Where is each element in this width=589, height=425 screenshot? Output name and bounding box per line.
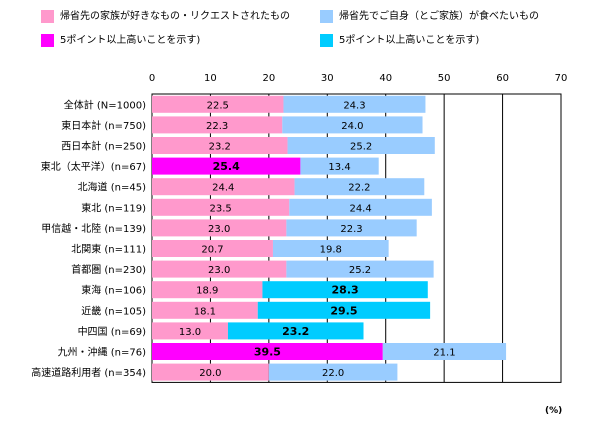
legend-label-magenta-note: 5ポイント以上高いことを示す) — [60, 35, 201, 46]
bar-value-label: 22.0 — [322, 368, 344, 379]
bar-value-label: 19.8 — [320, 245, 342, 256]
bar-value-label: 23.0 — [208, 224, 230, 235]
category-label: 全体計 (N=1000) — [64, 98, 146, 111]
category-label: 北関東 (n=111) — [71, 243, 146, 256]
bar-value-label: 23.2 — [209, 142, 231, 153]
legend-swatch-lightblue — [320, 10, 333, 23]
bar-value-label: 20.7 — [201, 245, 223, 256]
category-label: 首都圏 (n=230) — [71, 263, 146, 276]
bar-value-label: 28.3 — [332, 284, 359, 297]
category-label: 中四国 (n=69) — [78, 325, 147, 338]
bar-value-label: 21.1 — [433, 348, 455, 359]
bar-segment-self — [286, 260, 434, 278]
bar-segment-family — [152, 198, 290, 216]
x-tick-label-50: 50 — [438, 73, 451, 84]
bar-segment-self — [257, 301, 431, 319]
category-label: 近畿 (n=105) — [81, 304, 146, 317]
bar-segment-family — [152, 322, 228, 340]
bar-value-label: 25.2 — [349, 265, 371, 276]
bar-segment-family — [152, 260, 287, 278]
bar-segment-self — [294, 178, 425, 196]
bar-value-label: 22.5 — [207, 100, 229, 111]
bar-value-label: 29.5 — [330, 304, 357, 317]
bar-value-label: 13.4 — [328, 162, 350, 173]
bar-value-label: 18.9 — [196, 286, 218, 297]
bar-value-label: 24.4 — [212, 183, 234, 194]
bar-segment-self — [300, 157, 379, 175]
category-label: 高速道路利用者 (n=354) — [31, 366, 146, 379]
bar-value-label: 20.0 — [199, 368, 221, 379]
x-tick-label-10: 10 — [204, 73, 217, 84]
category-label: 北海道 (n=45) — [78, 181, 147, 194]
bar-segment-self — [282, 116, 423, 134]
category-label: 甲信越・北陸 (n=139) — [41, 222, 146, 235]
bar-value-label: 24.4 — [349, 203, 371, 214]
x-tick-label-0: 0 — [149, 73, 155, 84]
bar-segment-self — [268, 363, 398, 381]
unit-label: (%) — [545, 406, 563, 416]
x-tick-label-60: 60 — [496, 73, 509, 84]
category-label: 東北 (n=119) — [81, 201, 146, 214]
bar-segment-self — [262, 281, 428, 299]
bar-value-label: 22.2 — [348, 183, 370, 194]
category-label: 東日本計 (n=750) — [61, 119, 146, 132]
bar-value-label: 24.0 — [341, 121, 363, 132]
bar-segment-self — [286, 219, 417, 237]
category-label: 西日本計 (n=250) — [61, 140, 146, 153]
x-tick-label-20: 20 — [262, 73, 275, 84]
x-tick-label-40: 40 — [379, 73, 392, 84]
bar-segment-family — [152, 116, 283, 134]
bar-value-label: 13.0 — [179, 327, 201, 338]
bar-value-label: 25.2 — [350, 142, 372, 153]
bar-segment-family — [152, 363, 269, 381]
bar-value-label: 23.5 — [210, 203, 232, 214]
bar-segment-self — [287, 137, 435, 154]
bar-segment-family — [152, 343, 383, 360]
bar-segment-family — [152, 281, 263, 299]
bar-segment-family — [152, 240, 273, 257]
legend-swatch-magenta — [41, 34, 54, 47]
bar-segment-family — [152, 219, 287, 237]
x-tick-label-30: 30 — [321, 73, 334, 84]
bar-segment-self — [382, 343, 507, 360]
category-label: 東北（太平洋）(n=67) — [41, 160, 146, 173]
bar-segment-family — [152, 178, 295, 196]
bar-value-label: 23.2 — [282, 325, 309, 338]
legend-swatch-cyan — [320, 34, 333, 47]
category-label: 東海 (n=106) — [81, 284, 146, 297]
legend-label-self-eat: 帰省先でご自身（とご家族）が食べたいもの — [339, 11, 539, 22]
bar-segment-self — [227, 322, 364, 340]
bar-segment-family — [152, 157, 301, 175]
legend-label-family-request: 帰省先の家族が好きなもの・リクエストされたもの — [60, 11, 290, 22]
bar-segment-self — [289, 198, 432, 216]
bar-value-label: 23.0 — [208, 265, 230, 276]
bar-value-label: 22.3 — [206, 121, 228, 132]
bar-value-label: 25.4 — [213, 160, 240, 173]
bar-value-label: 24.3 — [343, 100, 365, 111]
bar-value-label: 18.1 — [194, 306, 216, 317]
category-label: 九州・沖縄 (n=76) — [58, 346, 147, 359]
bar-segment-self — [283, 95, 426, 113]
bar-segment-family — [152, 301, 258, 319]
bar-value-label: 22.3 — [340, 224, 362, 235]
legend-label-cyan-note: 5ポイント以上高いことを示す) — [339, 35, 480, 46]
legend-swatch-pink — [41, 10, 54, 23]
bar-value-label: 39.5 — [254, 346, 281, 359]
bar-segment-family — [152, 137, 288, 154]
bar-segment-family — [152, 95, 284, 113]
x-tick-label-70: 70 — [555, 73, 568, 84]
bar-segment-self — [272, 240, 389, 257]
